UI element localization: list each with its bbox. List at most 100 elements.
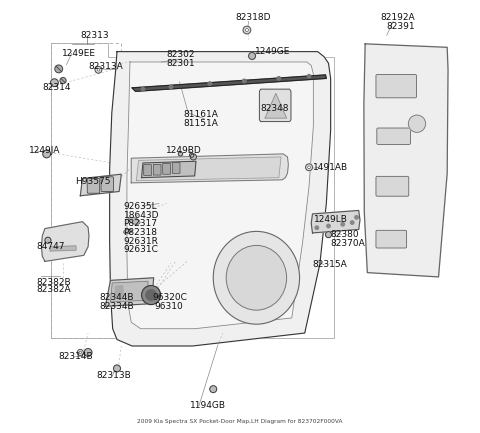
Circle shape [350, 221, 354, 224]
Polygon shape [50, 246, 76, 251]
Text: 82315A: 82315A [312, 260, 347, 269]
Text: H93575: H93575 [75, 178, 110, 187]
Circle shape [325, 232, 332, 238]
Text: 82192A: 82192A [381, 13, 415, 23]
Circle shape [95, 66, 102, 73]
Text: 82314: 82314 [42, 83, 71, 91]
Polygon shape [364, 44, 448, 277]
Circle shape [141, 87, 144, 91]
Text: 82318D: 82318D [236, 13, 271, 23]
Circle shape [55, 65, 62, 73]
Circle shape [208, 82, 212, 85]
Text: 1491AB: 1491AB [313, 163, 348, 172]
Circle shape [242, 79, 246, 83]
FancyBboxPatch shape [101, 177, 114, 191]
Circle shape [190, 153, 194, 157]
Circle shape [77, 349, 84, 355]
Text: 82313A: 82313A [88, 62, 123, 71]
Text: 82380: 82380 [331, 230, 359, 239]
Text: 82370A: 82370A [331, 239, 365, 248]
Circle shape [306, 164, 312, 171]
Polygon shape [127, 62, 313, 329]
Circle shape [341, 223, 345, 226]
FancyBboxPatch shape [172, 162, 180, 173]
FancyBboxPatch shape [376, 74, 417, 98]
Text: 81161A: 81161A [183, 110, 218, 119]
Text: P82318: P82318 [123, 228, 157, 237]
Text: 92631R: 92631R [123, 236, 158, 246]
Polygon shape [80, 174, 121, 196]
Polygon shape [136, 157, 281, 181]
Circle shape [191, 154, 196, 160]
Polygon shape [131, 154, 288, 183]
Text: 82344B: 82344B [100, 293, 134, 302]
FancyBboxPatch shape [144, 165, 152, 175]
Circle shape [178, 152, 182, 156]
Circle shape [50, 79, 58, 87]
Text: 84747: 84747 [36, 242, 65, 251]
Polygon shape [259, 89, 291, 122]
Polygon shape [132, 75, 326, 91]
FancyBboxPatch shape [376, 230, 407, 248]
Ellipse shape [129, 217, 140, 224]
Polygon shape [142, 161, 196, 178]
Text: 82391: 82391 [386, 22, 415, 31]
Text: 96320C: 96320C [153, 293, 188, 302]
Text: P82317: P82317 [123, 220, 157, 228]
Circle shape [210, 386, 216, 393]
Ellipse shape [226, 246, 287, 310]
Text: 18643D: 18643D [123, 211, 159, 220]
Text: 96310: 96310 [155, 302, 183, 311]
Circle shape [60, 78, 66, 84]
Polygon shape [110, 281, 148, 302]
Circle shape [327, 224, 330, 228]
Circle shape [114, 365, 120, 372]
Circle shape [315, 226, 319, 229]
Polygon shape [105, 278, 154, 306]
Circle shape [408, 115, 426, 132]
Text: 82313: 82313 [80, 31, 109, 40]
Text: 82302: 82302 [167, 50, 195, 59]
Text: 82382B: 82382B [36, 278, 71, 287]
Text: 1249BD: 1249BD [166, 145, 202, 155]
Circle shape [45, 237, 51, 243]
Text: 81151A: 81151A [183, 119, 218, 128]
Text: 2009 Kia Spectra SX Pocket-Door Map,LH Diagram for 823702F000VA: 2009 Kia Spectra SX Pocket-Door Map,LH D… [137, 419, 343, 423]
Polygon shape [115, 285, 123, 297]
Text: 1249LB: 1249LB [314, 215, 348, 223]
FancyBboxPatch shape [153, 164, 161, 175]
Circle shape [97, 68, 100, 71]
Circle shape [308, 166, 311, 169]
Circle shape [142, 285, 161, 304]
Text: 1249EE: 1249EE [62, 49, 96, 58]
Polygon shape [109, 52, 331, 346]
Text: 92631C: 92631C [123, 245, 158, 254]
Ellipse shape [123, 229, 132, 234]
Text: 1249JA: 1249JA [29, 146, 61, 155]
Circle shape [146, 290, 156, 300]
Text: 82301: 82301 [167, 59, 195, 68]
Text: 82382A: 82382A [36, 285, 71, 294]
Circle shape [245, 29, 249, 32]
Circle shape [169, 85, 173, 89]
Circle shape [355, 216, 358, 219]
Text: 82334B: 82334B [100, 302, 134, 311]
Text: 1249GE: 1249GE [255, 47, 290, 56]
Polygon shape [41, 222, 89, 262]
Circle shape [43, 150, 50, 158]
FancyBboxPatch shape [163, 163, 170, 174]
FancyBboxPatch shape [377, 128, 410, 145]
FancyBboxPatch shape [87, 178, 100, 193]
Ellipse shape [213, 231, 300, 324]
Circle shape [79, 351, 82, 354]
Circle shape [84, 349, 92, 356]
Text: 1194GB: 1194GB [191, 401, 227, 410]
Circle shape [243, 26, 251, 34]
Circle shape [277, 77, 281, 80]
FancyBboxPatch shape [376, 176, 409, 196]
Circle shape [307, 74, 311, 78]
Polygon shape [265, 94, 287, 118]
Text: 82313B: 82313B [96, 371, 132, 380]
Text: 82348: 82348 [261, 104, 289, 113]
Text: 92635L: 92635L [123, 202, 157, 210]
